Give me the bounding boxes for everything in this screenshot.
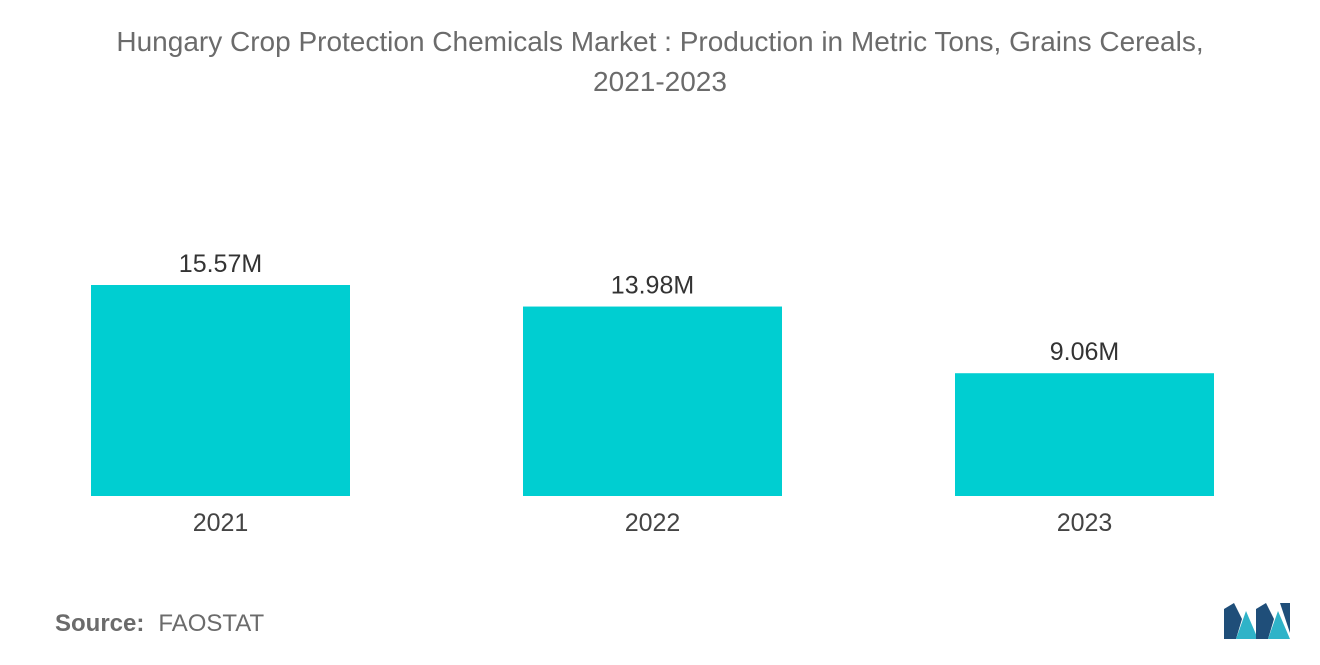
bar-2021 [91, 285, 350, 496]
chart-title-line-2: 2021-2023 [593, 66, 727, 97]
chart-title: Hungary Crop Protection Chemicals Market… [0, 22, 1320, 102]
mordor-intelligence-logo-icon [1224, 603, 1290, 639]
source-note: Source: FAOSTAT [55, 610, 264, 638]
data-label-2021: 15.57M [179, 250, 262, 278]
data-label-2023: 9.06M [1050, 338, 1119, 366]
source-value: FAOSTAT [158, 610, 265, 637]
data-label-2022: 13.98M [611, 272, 694, 300]
chart-title-line-1: Hungary Crop Protection Chemicals Market… [116, 26, 1204, 57]
x-tick-label-2023: 2023 [1057, 509, 1113, 537]
source-label: Source: [55, 610, 145, 637]
bar-2023 [955, 373, 1214, 496]
x-tick-label-2021: 2021 [193, 509, 249, 537]
bar-2022 [523, 306, 782, 496]
x-tick-label-2022: 2022 [625, 509, 681, 537]
